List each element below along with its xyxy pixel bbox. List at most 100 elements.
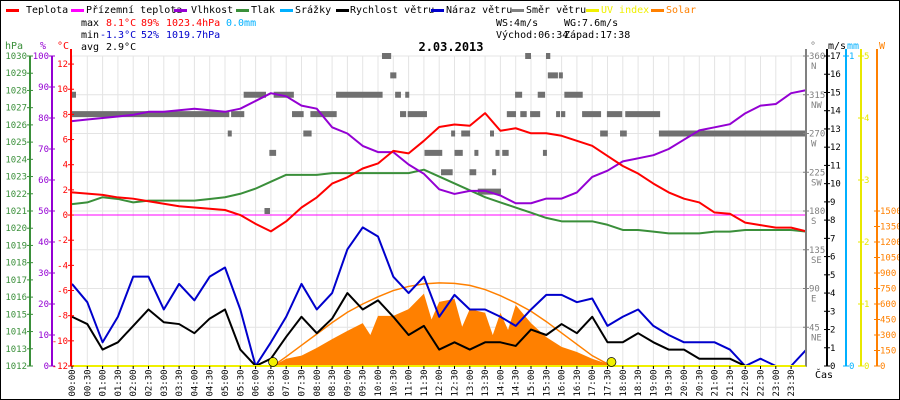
pressure-tick-label: 1013 <box>5 345 27 355</box>
time-tick-label: 20:00 <box>680 369 690 396</box>
humidity-tick-label: 60 <box>38 176 49 186</box>
time-tick-label: 19:00 <box>649 369 659 396</box>
direction-tick-label: 90 <box>809 285 820 295</box>
stats-wind-speed-max: WS:4m/s <box>496 18 539 29</box>
temperature-tick-label: -6 <box>57 287 68 297</box>
wind-speed-tick-label: 13 <box>830 125 841 135</box>
wind-speed-tick-label: 12 <box>830 143 841 153</box>
wind-direction-mark <box>407 111 427 118</box>
pressure-tick-label: 1016 <box>5 293 27 303</box>
time-tick-label: 11:30 <box>420 369 430 396</box>
wind-direction-mark <box>547 72 558 79</box>
solar-tick-label: 1350 <box>880 223 900 233</box>
legend-swatch <box>174 9 187 12</box>
direction-compass-label: SW <box>811 178 822 188</box>
time-tick-label: 06:00 <box>252 369 262 396</box>
chart-title: 2.03.2013 <box>418 40 483 54</box>
wind-direction-mark <box>556 111 561 118</box>
wind-direction-mark <box>525 53 531 59</box>
pressure-tick-label: 1029 <box>5 69 27 79</box>
temperature-tick-label: -10 <box>52 337 68 347</box>
solar-tick-label: 750 <box>880 285 896 295</box>
unit-mm: mm <box>847 41 860 52</box>
time-tick-label: 16:30 <box>573 369 583 396</box>
time-tick-label: 10:00 <box>374 369 384 396</box>
wind-direction-mark <box>537 91 546 98</box>
stats-min-humidity: 52% <box>141 30 160 41</box>
wind-direction-mark <box>474 149 479 156</box>
wind-direction-mark <box>381 53 392 59</box>
time-tick-label: 06:30 <box>267 369 277 396</box>
solar-area <box>273 293 612 366</box>
unit-watt: W <box>879 41 886 52</box>
pressure-tick-label: 1020 <box>5 224 27 234</box>
pressure-tick-label: 1019 <box>5 241 27 251</box>
wind-direction-mark <box>489 130 494 137</box>
humidity-tick-label: 40 <box>38 238 49 248</box>
wind-direction-mark <box>461 130 471 137</box>
wind-direction-mark <box>227 130 232 137</box>
legend-label: Vlhkost <box>191 5 234 16</box>
wind-direction-mark <box>558 72 563 79</box>
legend-swatch <box>511 9 524 12</box>
time-tick-label: 15:30 <box>542 369 552 396</box>
wind-direction-mark <box>72 91 76 98</box>
direction-compass-label: NW <box>811 101 822 111</box>
stats-avg-temp: 2.9°C <box>106 42 137 53</box>
solar-tick-label: 300 <box>880 331 896 341</box>
time-tick-label: 12:00 <box>435 369 445 396</box>
wind-direction-mark <box>520 111 527 118</box>
legend-swatch <box>431 9 444 12</box>
solar-tick-label: 0 <box>880 362 885 372</box>
wind-direction-mark <box>625 111 661 118</box>
direction-compass-label: NE <box>811 333 822 343</box>
time-tick-label: 23:00 <box>772 369 782 396</box>
wind-direction-mark <box>424 149 443 156</box>
wind-direction-mark <box>620 130 627 137</box>
time-tick-label: 07:30 <box>298 369 308 396</box>
direction-compass-label: E <box>811 295 816 305</box>
time-tick-label: 03:00 <box>160 369 170 396</box>
pressure-tick-label: 1024 <box>5 155 27 165</box>
legend-swatch <box>236 9 249 12</box>
wind-direction-mark <box>269 149 277 156</box>
temperature-tick-label: 4 <box>63 161 68 171</box>
wind-speed-tick-label: 1 <box>830 344 835 354</box>
humidity-tick-label: 0 <box>44 362 49 372</box>
wind-direction-mark <box>264 208 270 214</box>
direction-tick-label: 45 <box>809 323 820 333</box>
wind-direction-mark <box>506 111 517 118</box>
solar-tick-label: 1200 <box>880 238 900 248</box>
wind-direction-mark <box>400 111 407 118</box>
time-tick-label: 19:30 <box>665 369 675 396</box>
unit-degree: ° <box>810 41 817 52</box>
time-tick-label: 14:00 <box>496 369 506 396</box>
pressure-tick-label: 1026 <box>5 121 27 131</box>
time-tick-label: 09:30 <box>359 369 369 396</box>
direction-tick-label: 135 <box>809 246 825 256</box>
time-tick-label: 14:30 <box>512 369 522 396</box>
legend-label: Přízemní teplota <box>86 5 183 16</box>
wind-direction-mark <box>303 130 312 137</box>
series-line-teplota <box>71 112 807 233</box>
legend-label: Teplota <box>26 5 69 16</box>
wind-speed-tick-label: 10 <box>830 180 841 190</box>
legend-label: Tlak <box>251 5 276 16</box>
solar-clear-sky-line <box>272 282 612 367</box>
time-tick-label: 02:00 <box>129 369 139 396</box>
wind-direction-mark <box>273 91 294 98</box>
rain-tick-label: 0 <box>849 362 854 372</box>
time-tick-label: 01:00 <box>99 369 109 396</box>
wind-speed-tick-label: 5 <box>830 271 835 281</box>
humidity-tick-label: 20 <box>38 300 49 310</box>
wind-speed-tick-label: 3 <box>830 307 835 317</box>
time-tick-label: 01:30 <box>114 369 124 396</box>
unit-hpa: hPa <box>5 41 24 52</box>
wind-direction-mark <box>405 91 410 98</box>
stats-sunrise: Východ:06:34 <box>496 30 569 41</box>
legend-swatch <box>336 9 349 12</box>
wind-direction-mark <box>560 111 566 118</box>
stats-min-label: min <box>81 30 100 41</box>
temperature-tick-label: -4 <box>57 261 68 271</box>
temperature-tick-label: -12 <box>52 362 68 372</box>
